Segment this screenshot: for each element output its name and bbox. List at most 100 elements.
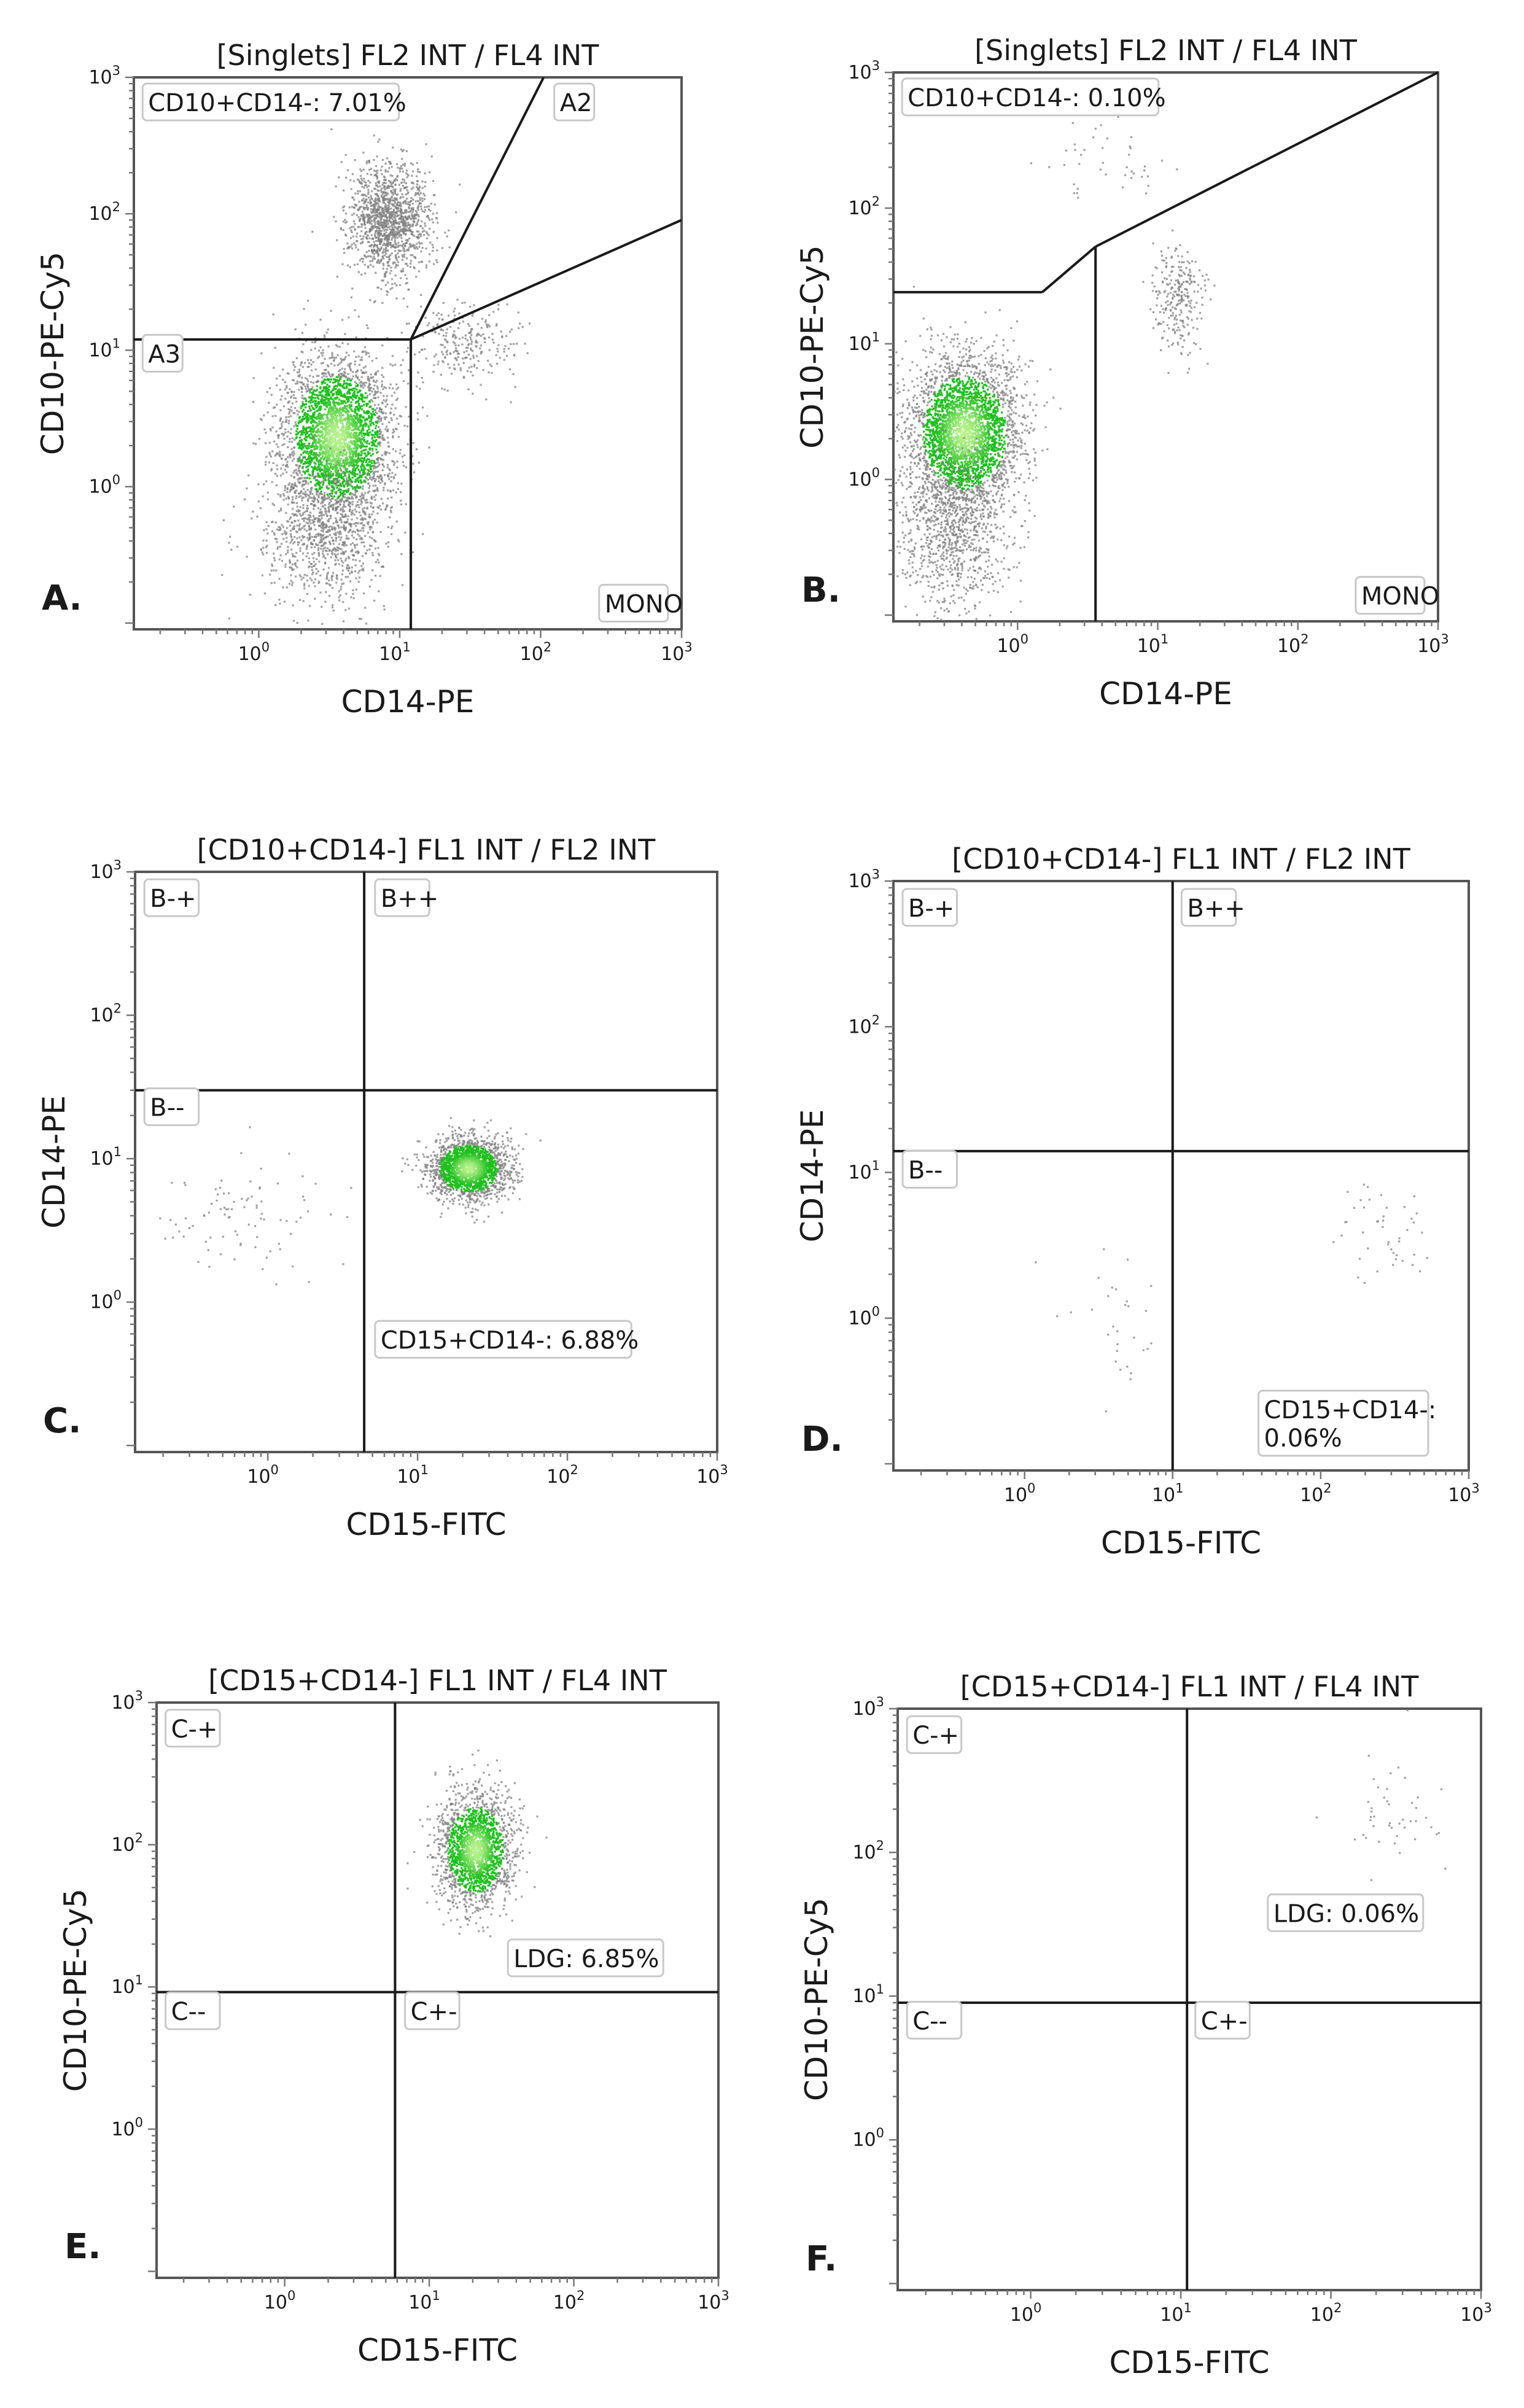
gate-label-text: A2 [560,89,593,117]
gate-label-box [1180,888,1237,927]
plot-frame [896,1707,1482,2291]
gate-label-3: B-- [901,1150,958,1189]
x-tick-label: 102 [553,2288,585,2313]
gate-label-1: CD10+CD14-: 7.01% [141,82,406,122]
x-tick-label: 100 [264,2288,296,2313]
x-tick-label: 100 [1004,1481,1036,1506]
population-1 [401,1117,542,1224]
population-3 [1142,229,1216,374]
x-tick-label: 101 [1152,1481,1184,1506]
chart-panel-a: CD10+CD14-: 7.01% A2 A3 MONO 100 100 101 101 102… [35,39,693,720]
gate-label-4: CD15+CD14-:0.06% [1258,1389,1436,1457]
chart-title: [Singlets] FL2 INT / FL4 INT [974,34,1358,67]
population-1 [893,285,1062,579]
gate-label-text: LDG: 0.06% [1273,1900,1419,1928]
panel-letter: D. [801,1420,843,1459]
gate-line-2 [1041,246,1097,293]
axis-ticks [889,1707,1482,2299]
x-tick-label: 103 [1460,2301,1492,2326]
x-tick-label: 103 [1448,1481,1480,1506]
x-tick-label: 101 [397,1462,429,1488]
y-tick-label: 101 [88,336,120,361]
gate-label-2: LDG: 6.85% [507,1938,664,1978]
x-tick-label: 102 [1310,2301,1342,2326]
event-dots [893,100,1216,621]
gate-label-1: CD10+CD14-: 0.10% [901,77,1166,117]
gate-label-box [906,2000,963,2040]
gate-label-text: B-+ [150,885,196,913]
event-dots [159,1117,542,1286]
gate-label-box [901,1150,958,1189]
y-tick-label: 100 [848,465,880,491]
gate-label-box [1267,1893,1425,1932]
gate-label-text: C-- [912,2007,947,2035]
gate-label-1: C-+ [165,1709,221,1748]
x-tick-label: 100 [247,1462,279,1488]
gate-label-box [141,82,400,122]
gate-label-text: MONO [605,590,683,618]
y-tick-label: 101 [848,1159,880,1184]
y-axis-label: CD14-PE [795,1109,830,1243]
chart-panel-b: CD10+CD14-: 0.10% MONO 100 100 101 101 102 102 1… [795,34,1449,712]
chart-panel-e: C-+ LDG: 6.85% C-- C+- 100 100 101 101 102 102 103… [58,1664,729,2368]
chart-title: [CD15+CD14-] FL1 INT / FL4 INT [208,1664,667,1697]
x-axis-label: CD15-FITC [1109,2345,1269,2380]
population-2 [252,300,430,586]
y-tick-label: 103 [848,58,880,84]
population-2 [159,1126,352,1286]
y-tick-label: 100 [848,1304,880,1329]
plot-frame [892,71,1439,623]
gate-label-text: 0.06% [1264,1424,1342,1453]
panel-letter: C. [43,1401,81,1441]
y-tick-label: 102 [852,1838,884,1863]
population-1 [1315,1709,1447,1881]
gate-label-2: B++ [1180,888,1245,927]
x-axis-label: CD15-FITC [1101,1525,1261,1561]
plot-frame [892,880,1470,1472]
gate-label-box [141,333,184,373]
y-tick-label: 101 [852,1982,884,2007]
gate-label-box [404,1991,461,2030]
y-axis-label: CD10-PE-Cy5 [58,1889,93,2092]
gate-label-box [143,878,200,917]
gate-label-3: C-- [165,1991,221,2030]
x-tick-label: 100 [1010,2301,1042,2326]
population-1 [311,128,461,308]
x-tick-label: 100 [238,640,270,665]
y-tick-label: 102 [90,1001,122,1027]
gate-label-2: MONO [1355,576,1439,615]
gate-label-box [1194,2000,1251,2040]
x-tick-label: 101 [408,2288,440,2313]
gate-label-box [374,1319,632,1359]
gate-label-1: C-+ [906,1715,963,1754]
gate-line-3 [410,77,545,340]
x-tick-label: 102 [1300,1481,1332,1506]
gate-label-1: B-+ [143,878,200,917]
x-tick-label: 101 [1160,2301,1192,2326]
gate-label-text: A3 [148,340,181,368]
y-tick-label: 102 [848,194,880,219]
event-dots [1315,1709,1447,1881]
x-tick-label: 103 [698,2288,729,2313]
chart-title: [CD10+CD14-] FL1 INT / FL2 INT [952,842,1411,876]
x-tick-label: 103 [1417,632,1449,657]
y-tick-label: 100 [88,473,120,498]
x-tick-label: 102 [546,1462,578,1488]
gate-label-box [906,1715,963,1754]
gate-label-3: C-- [906,2000,963,2040]
y-tick-label: 101 [111,1973,143,1998]
gate-label-text: C-+ [912,1722,959,1750]
y-tick-label: 101 [848,330,880,355]
axis-ticks [148,1701,720,2286]
axis-ticks [125,76,683,638]
gate-label-text: MONO [1361,583,1439,611]
y-tick-label: 100 [852,2126,884,2151]
gate-label-box [1258,1389,1429,1457]
y-tick-label: 103 [111,1688,143,1714]
y-tick-label: 102 [111,1831,143,1856]
population-1 [1332,1183,1428,1284]
gate-label-text: CD10+CD14-: 0.10% [908,84,1165,112]
x-tick-label: 101 [1137,632,1169,657]
x-tick-label: 100 [997,632,1028,657]
plot-frame [155,1701,720,2279]
